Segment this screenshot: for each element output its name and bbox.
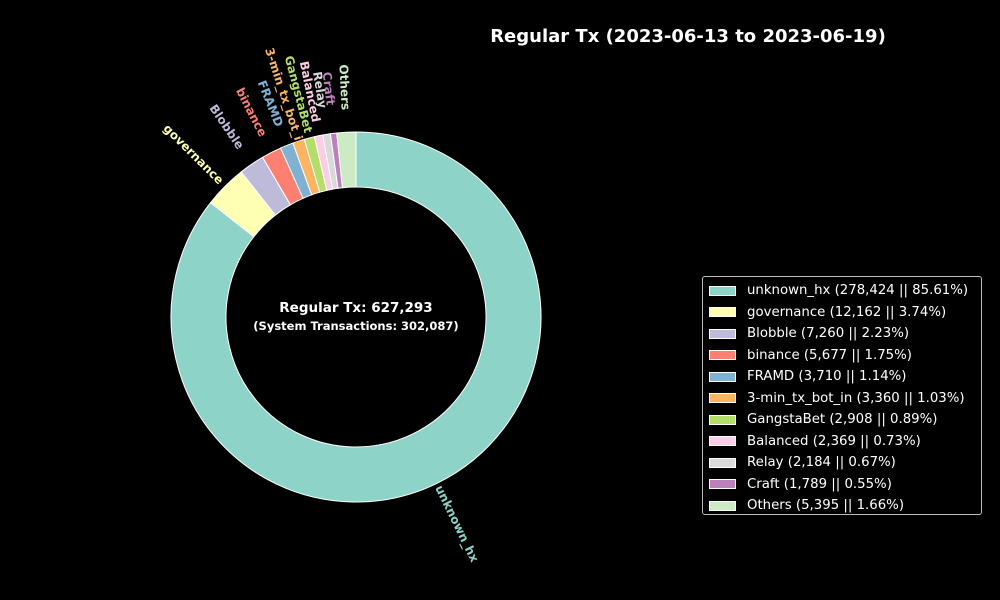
legend-item-binance: binance (5,677 || 1.75%): [709, 345, 975, 367]
legend-item-balanced: Balanced (2,369 || 0.73%): [709, 431, 975, 453]
legend-item-relay: Relay (2,184 || 0.67%): [709, 452, 975, 474]
legend-swatch: [709, 414, 736, 425]
slice-unknown-hx: [170, 131, 542, 503]
legend-item-gangstabet: GangstaBet (2,908 || 0.89%): [709, 409, 975, 431]
legend-label: GangstaBet (2,908 || 0.89%): [747, 412, 938, 428]
slice-others: [336, 131, 357, 189]
legend-swatch: [709, 500, 736, 511]
legend-item-governance: governance (12,162 || 3.74%): [709, 302, 975, 324]
legend-swatch: [709, 436, 736, 447]
slice-label-relay: Relay: [310, 70, 330, 109]
legend-swatch: [709, 371, 736, 382]
slice-label-others: Others: [336, 64, 352, 110]
legend-label: Craft (1,789 || 0.55%): [747, 476, 892, 492]
legend-item-unknown-hx: unknown_hx (278,424 || 85.61%): [709, 280, 975, 302]
legend-swatch: [709, 328, 736, 339]
legend-label: Blobble (7,260 || 2.23%): [747, 326, 910, 342]
legend-item-craft: Craft (1,789 || 0.55%): [709, 474, 975, 496]
slice-label-blobble: Blobble: [207, 102, 247, 152]
legend-swatch: [709, 285, 736, 296]
chart-title: Regular Tx (2023-06-13 to 2023-06-19): [490, 26, 886, 47]
legend-item-3-min-tx-bot-in: 3-min_tx_bot_in (3,360 || 1.03%): [709, 388, 975, 410]
legend-swatch: [709, 350, 736, 361]
slice-label-craft: Craft: [320, 71, 338, 106]
legend: unknown_hx (278,424 || 85.61%) governance…: [702, 276, 982, 515]
legend-swatch: [709, 457, 736, 468]
slice-label-governance: governance: [161, 121, 227, 187]
donut-slices: [170, 131, 542, 503]
center-total-label: Regular Tx: 627,293: [279, 300, 432, 316]
legend-label: Balanced (2,369 || 0.73%): [747, 433, 921, 449]
legend-label: Relay (2,184 || 0.67%): [747, 455, 896, 471]
legend-swatch: [709, 479, 736, 490]
legend-item-framd: FRAMD (3,710 || 1.14%): [709, 366, 975, 388]
legend-item-others: Others (5,395 || 1.66%): [709, 495, 975, 517]
legend-swatch: [709, 307, 736, 318]
legend-label: governance (12,162 || 3.74%): [747, 304, 947, 320]
center-system-tx-label: (System Transactions: 302,087): [253, 319, 458, 333]
legend-label: unknown_hx (278,424 || 85.61%): [747, 283, 969, 299]
legend-label: 3-min_tx_bot_in (3,360 || 1.03%): [747, 390, 965, 406]
slice-label-unknown-hx: unknown_hx: [431, 483, 481, 565]
legend-label: binance (5,677 || 1.75%): [747, 347, 912, 363]
legend-swatch: [709, 393, 736, 404]
legend-label: Others (5,395 || 1.66%): [747, 498, 905, 514]
legend-item-blobble: Blobble (7,260 || 2.23%): [709, 323, 975, 345]
legend-label: FRAMD (3,710 || 1.14%): [747, 369, 907, 385]
donut-chart: unknown_hxgovernanceBlobblebinanceFRAMD3…: [161, 46, 542, 565]
